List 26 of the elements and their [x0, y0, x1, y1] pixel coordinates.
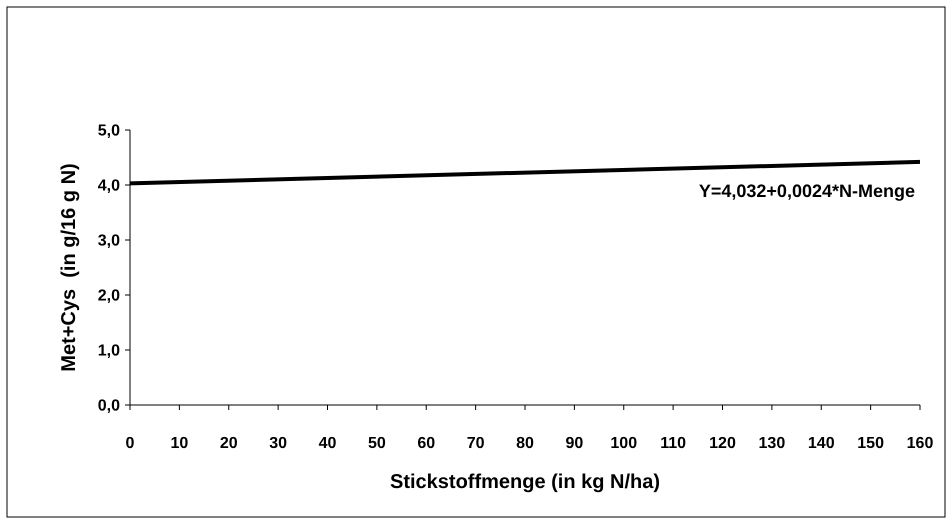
x-tick-label: 70 — [466, 435, 485, 452]
x-tick-label: 80 — [516, 435, 534, 452]
x-tick-label: 100 — [610, 435, 638, 452]
x-tick-label: 110 — [660, 435, 686, 452]
x-tick-label: 30 — [269, 435, 288, 452]
x-tick-label: 20 — [220, 435, 238, 452]
x-tick-label: 60 — [417, 435, 436, 452]
x-tick-label: 120 — [709, 435, 736, 452]
x-tick-label: 10 — [170, 435, 188, 452]
x-tick-label: 150 — [857, 435, 884, 452]
y-tick-label: 0,0 — [98, 398, 120, 415]
y-tick-label: 3,0 — [98, 232, 120, 250]
x-tick-label: 130 — [758, 435, 786, 452]
y-tick-label: 1,0 — [98, 342, 120, 360]
y-tick-label: 5,0 — [98, 122, 120, 140]
x-tick-label: 140 — [808, 435, 835, 452]
x-tick-label: 0 — [126, 435, 135, 452]
x-axis-title: Stickstoffmenge (in kg N/ha) — [390, 471, 660, 493]
y-tick-label: 4,0 — [98, 178, 120, 195]
x-tick-label: 50 — [368, 435, 386, 452]
x-tick-label: 40 — [318, 435, 336, 452]
annotation: Y=4,032+0,0024*N-Menge — [698, 181, 915, 201]
y-axis-title: Met+Cys (in g/16 g N) — [58, 163, 80, 372]
x-tick-label: 90 — [565, 435, 584, 452]
y-tick-label: 2,0 — [98, 288, 120, 305]
x-tick-label: 160 — [906, 435, 934, 452]
